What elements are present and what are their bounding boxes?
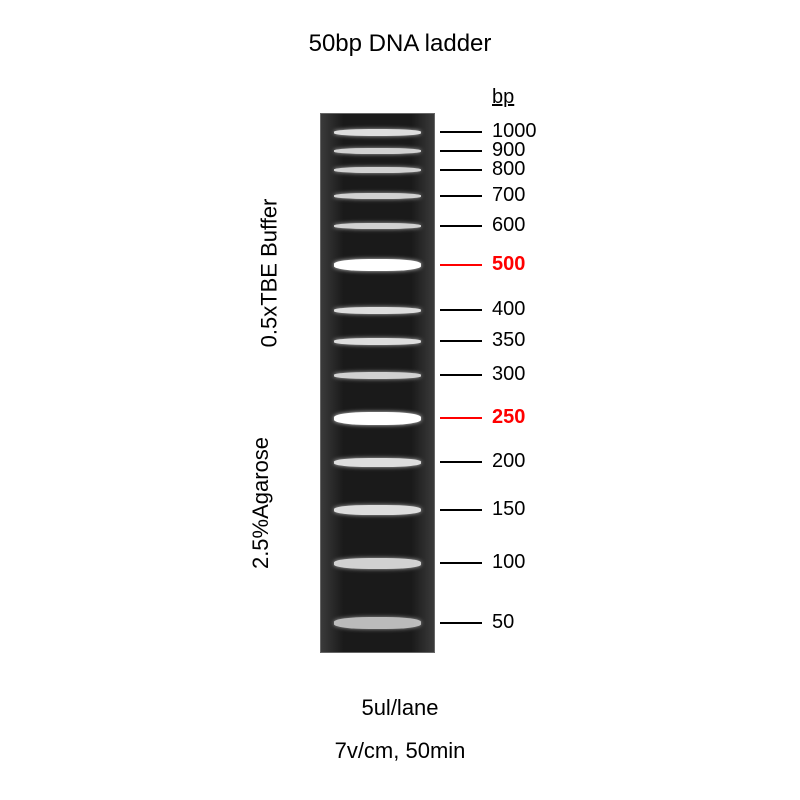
tick-line (440, 461, 482, 463)
tick-line (440, 622, 482, 624)
band-label: 800 (492, 158, 525, 181)
band-label: 700 (492, 184, 525, 207)
condition-label: 5ul/lane (361, 695, 438, 721)
tick-line (440, 562, 482, 564)
gel-band (334, 148, 421, 154)
band-label: 100 (492, 551, 525, 574)
gel-band (334, 307, 421, 314)
tick-line (440, 225, 482, 227)
band-label: 400 (492, 298, 525, 321)
tick-line (440, 340, 482, 342)
condition-label: 7v/cm, 50min (335, 738, 466, 764)
tick-line (440, 264, 482, 266)
figure-title: 50bp DNA ladder (309, 30, 492, 58)
gel-band (334, 223, 421, 229)
tick-line (440, 131, 482, 133)
gel-band (334, 412, 421, 425)
band-label: 500 (492, 253, 525, 276)
gel-band (334, 167, 421, 173)
gel-band (334, 193, 421, 199)
gel-band (334, 617, 421, 629)
tick-line (440, 509, 482, 511)
tick-line (440, 150, 482, 152)
band-label: 50 (492, 611, 514, 634)
tick-line (440, 417, 482, 419)
band-label: 350 (492, 329, 525, 352)
tick-line (440, 195, 482, 197)
tick-line (440, 169, 482, 171)
gel-band (334, 259, 421, 271)
tick-line (440, 374, 482, 376)
unit-label: bp (492, 86, 514, 109)
gel-band (334, 338, 421, 345)
band-label: 200 (492, 450, 525, 473)
side-label: 2.5%Agarose (248, 437, 274, 569)
band-label: 150 (492, 498, 525, 521)
band-label: 300 (492, 363, 525, 386)
gel-band (334, 558, 421, 569)
tick-line (440, 309, 482, 311)
gel-band (334, 372, 421, 379)
band-label: 600 (492, 214, 525, 237)
gel-band (334, 458, 421, 467)
gel-band (334, 129, 421, 136)
gel-band (334, 505, 421, 515)
band-label: 250 (492, 406, 525, 429)
side-label: 0.5xTBE Buffer (256, 199, 282, 348)
